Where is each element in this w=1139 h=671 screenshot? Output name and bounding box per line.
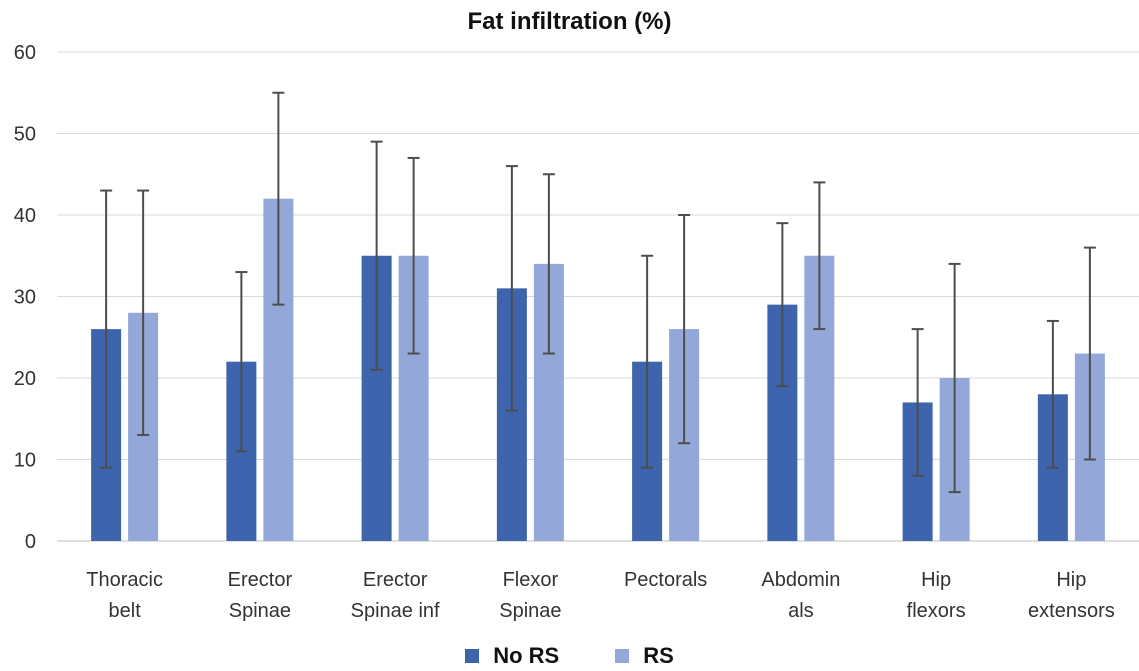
legend-swatch-no-rs [465, 649, 480, 663]
y-axis-ticks: 0 10 20 30 40 50 60 [14, 42, 36, 553]
x-category-label: flexors [907, 600, 966, 622]
x-category-label: Abdomin [761, 569, 840, 591]
legend-label-rs: RS [643, 643, 674, 668]
x-category-label: Erector [228, 569, 293, 591]
y-tick-label: 60 [14, 42, 36, 64]
y-tick-label: 0 [25, 531, 36, 553]
x-category-label: Spinae [499, 600, 561, 622]
legend-entry-rs: RS [615, 643, 674, 669]
y-tick-label: 50 [14, 124, 36, 146]
y-tick-label: 30 [14, 287, 36, 309]
x-category-label: Erector [363, 569, 428, 591]
chart-title: Fat infiltration (%) [467, 8, 672, 35]
x-axis-labels: Thoracic belt Erector Spinae Erector Spinae i… [86, 569, 1114, 622]
y-tick-label: 20 [14, 368, 36, 390]
x-category-label: Pectorals [624, 569, 707, 591]
x-category-label: belt [109, 600, 142, 622]
x-category-label: extensors [1028, 600, 1115, 622]
bars [91, 198, 1105, 541]
x-category-label: als [788, 600, 814, 622]
y-tick-label: 10 [14, 450, 36, 472]
x-category-label: Spinae [229, 600, 291, 622]
legend-entry-no-rs: No RS [465, 643, 559, 669]
y-tick-label: 40 [14, 205, 36, 227]
x-category-label: Spinae inf [351, 600, 440, 622]
legend-swatch-rs [615, 649, 630, 663]
x-category-label: Hip [1056, 569, 1086, 591]
x-category-label: Thoracic [86, 569, 163, 591]
legend: No RS RS [0, 643, 1139, 669]
x-category-label: Hip [921, 569, 951, 591]
x-category-label: Flexor [503, 569, 559, 591]
error-bars [100, 91, 1096, 494]
gridlines [57, 51, 1139, 542]
legend-label-no-rs: No RS [493, 643, 560, 668]
